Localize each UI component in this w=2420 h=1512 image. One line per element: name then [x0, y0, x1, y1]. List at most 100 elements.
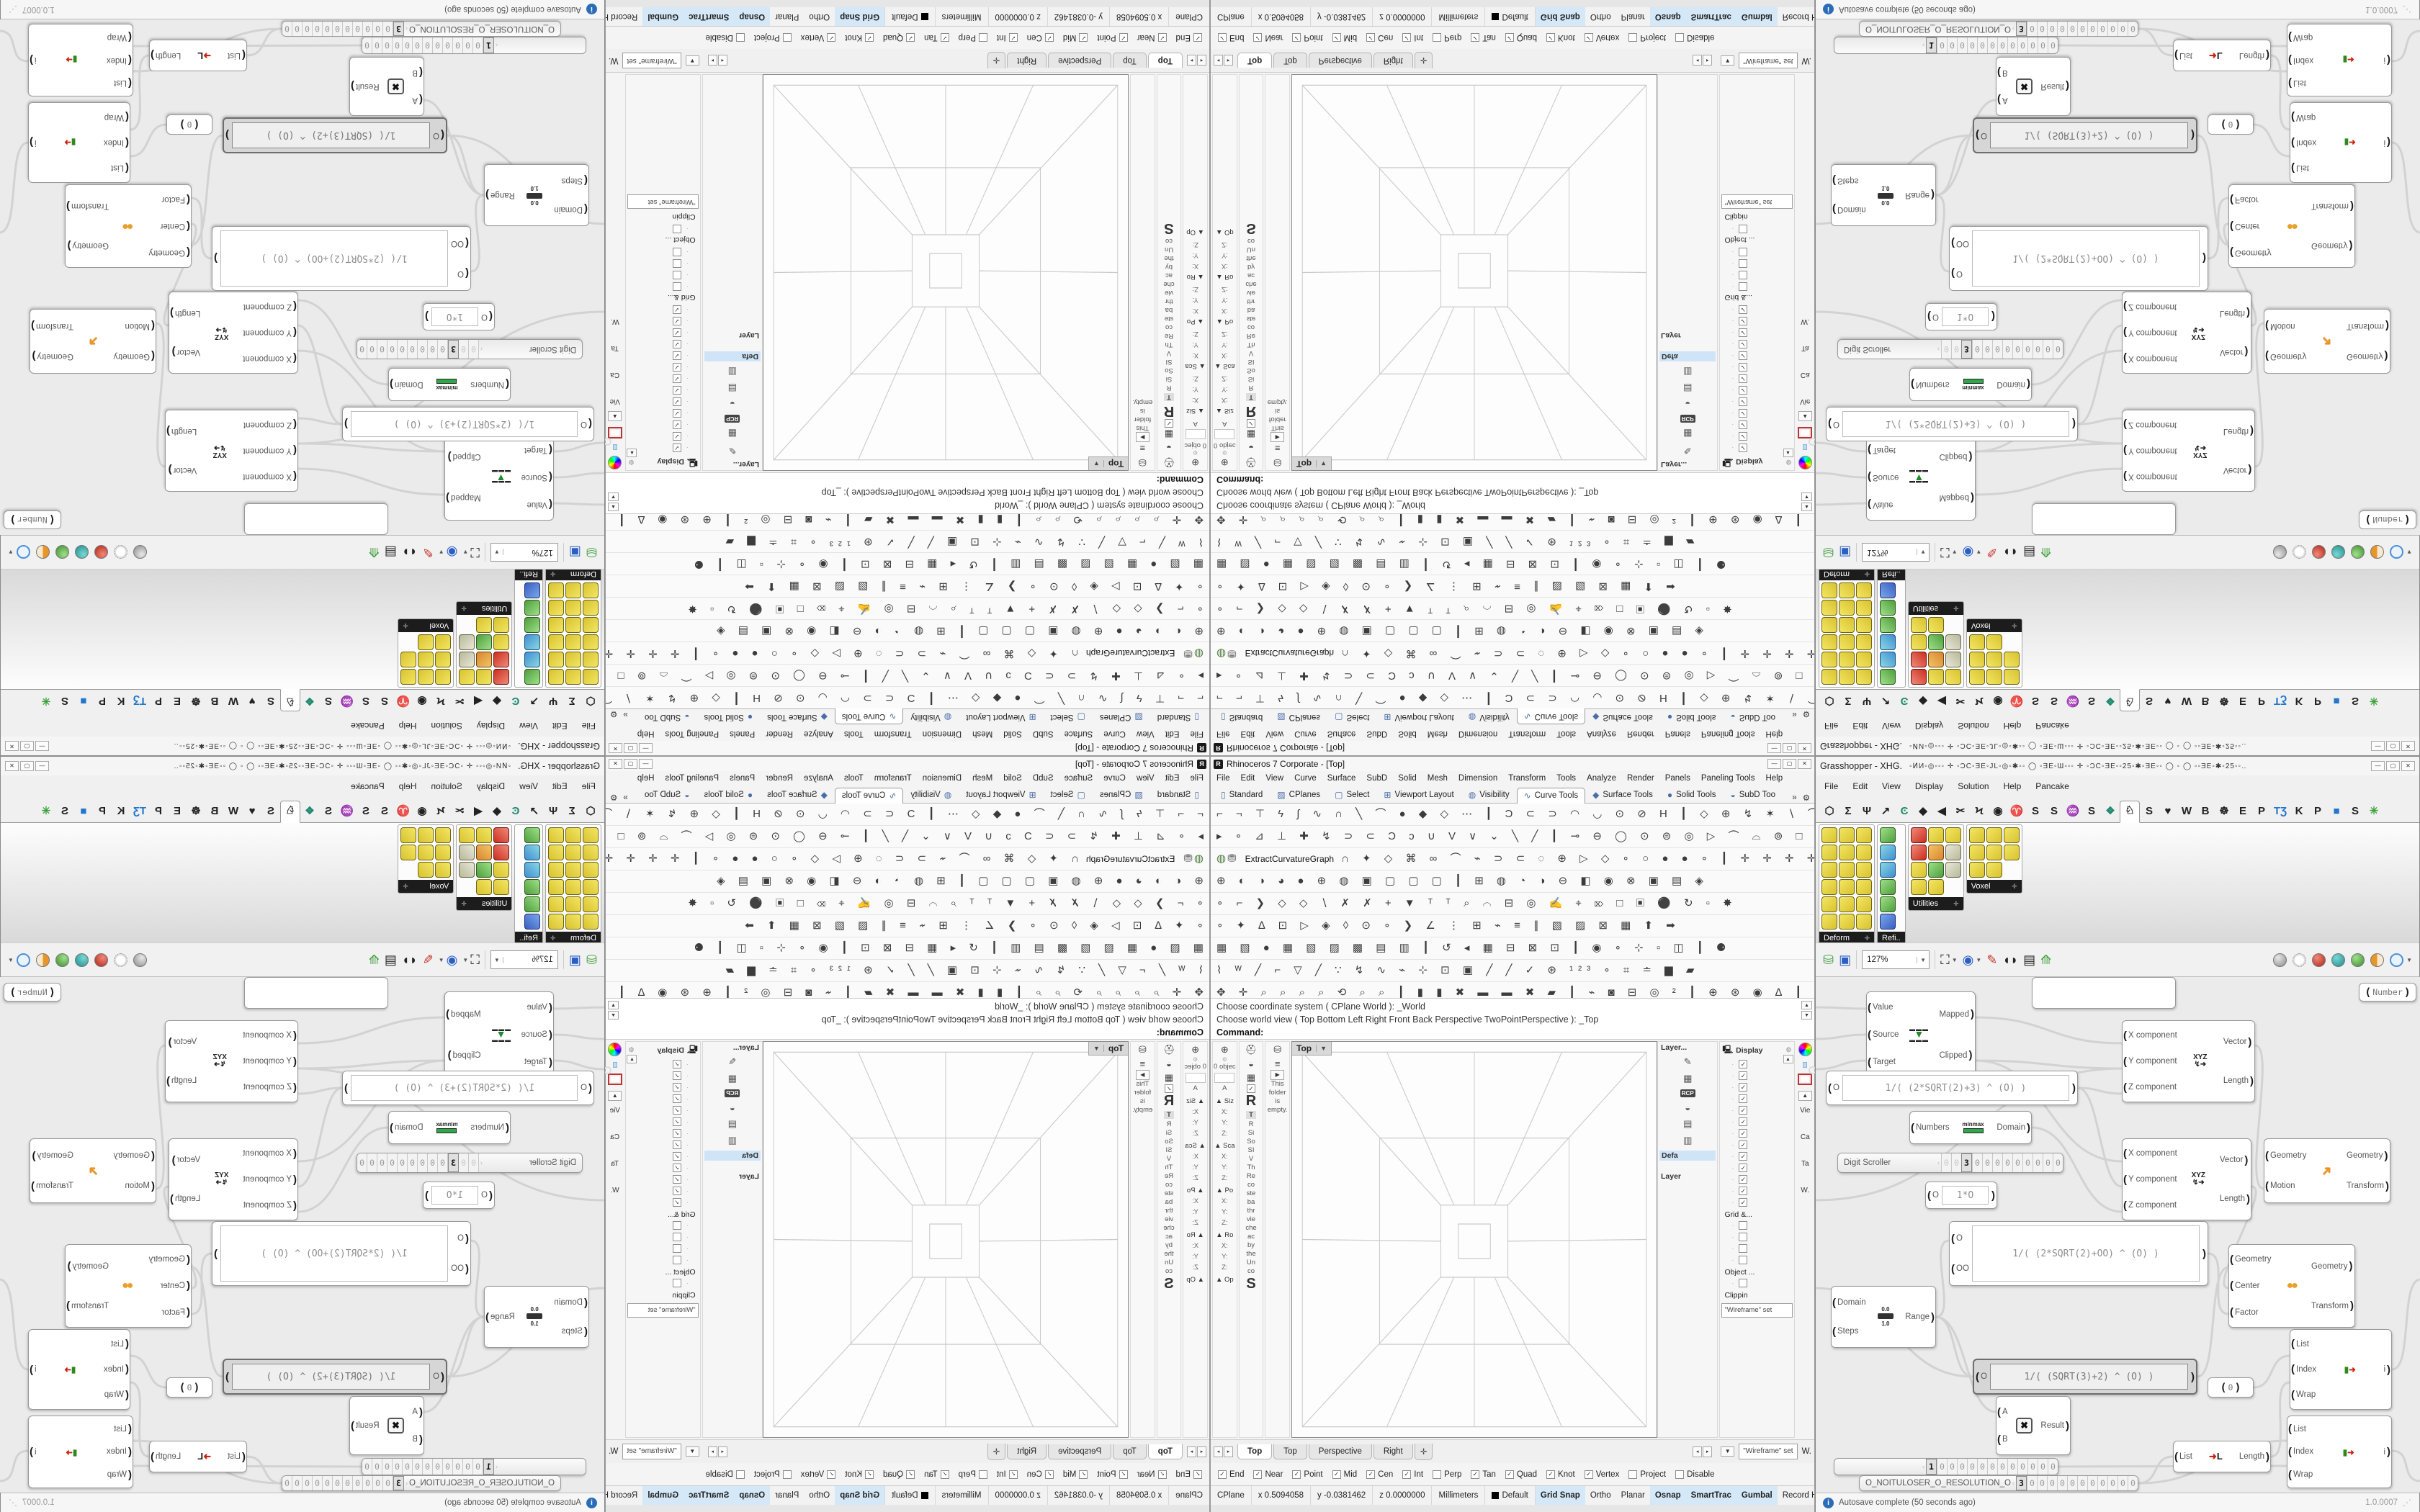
checker-icon[interactable]: ▦: [727, 428, 737, 439]
osnap-near-checkbox[interactable]: ✓: [1157, 1470, 1167, 1479]
gh-category-tab[interactable]: ☸: [2219, 695, 2229, 707]
node-panel-0[interactable]: (0): [166, 114, 212, 135]
gh-category-tab[interactable]: S: [267, 695, 275, 707]
viewport-tab-top-active[interactable]: Top: [1147, 1444, 1183, 1459]
page-icon[interactable]: ▥: [727, 1135, 737, 1146]
slider-digit[interactable]: 0: [408, 340, 418, 359]
osnap-quad-checkbox[interactable]: ✓: [1505, 1470, 1514, 1479]
osnap-tan[interactable]: ✓ Tan: [1471, 1470, 1496, 1479]
port-in-wrap[interactable]: Wrap: [2293, 32, 2313, 42]
slider-digit[interactable]: 0: [383, 22, 393, 36]
node-rotate[interactable]: (Geometry(Center(Factor ●● Geometry) Transf…: [2228, 184, 2355, 268]
palette-icon[interactable]: [1968, 862, 1985, 878]
osnap-tan-checkbox[interactable]: ✓: [940, 1470, 949, 1479]
palette-icon[interactable]: [1910, 827, 1927, 843]
node-panel-0[interactable]: (0): [2208, 114, 2254, 135]
toolbar-tab-cplanes[interactable]: ▨ CPlanes: [1277, 790, 1321, 800]
gh-category-tab[interactable]: P: [2313, 695, 2321, 707]
toolbar-tab-standard[interactable]: ▯ Standard: [1221, 790, 1263, 800]
rcp-badge[interactable]: RCP: [1680, 1089, 1695, 1097]
palette-group-label[interactable]: Voxel ✛: [398, 619, 454, 632]
display-option-checkbox[interactable]: ✓: [672, 1152, 681, 1161]
menu-panels[interactable]: Panels: [1664, 773, 1690, 783]
rhino-close-button[interactable]: ✕: [1798, 743, 1811, 753]
slider-digit[interactable]: 0: [363, 22, 373, 36]
osnap-knot[interactable]: ✓ Knot: [1546, 33, 1575, 42]
properties-field[interactable]: [1185, 429, 1206, 439]
gh-category-tab-selected[interactable]: ♘: [280, 801, 300, 823]
slider-knob-digit[interactable]: 3: [1961, 340, 1972, 359]
port-in-o[interactable]: O: [1956, 269, 1963, 278]
palette-icon[interactable]: [1927, 862, 1944, 878]
palette-icon[interactable]: [418, 652, 434, 667]
panel-collapse-button[interactable]: ▼: [685, 1446, 699, 1457]
palette-icon[interactable]: [1856, 600, 1872, 616]
slider-digit[interactable]: 0: [2007, 1459, 2017, 1475]
gh-category-tab[interactable]: E: [174, 805, 182, 817]
gh-category-tab[interactable]: ◀: [1937, 695, 1946, 707]
toolbar-icon-row[interactable]: ▦ ▧ ● ▦ ▧ ▨ ▩ ▤ ▥ ┃ ↺ ◂ ▦ ⊟ ⊠ ⊡ ┃ ◉ ∘ ⊹ …: [606, 552, 1209, 575]
viewport-tab-top[interactable]: Top: [1273, 1444, 1307, 1459]
port-out-result[interactable]: Result: [356, 1421, 380, 1430]
slider-digit[interactable]: 0: [428, 1153, 438, 1172]
node-expression-3[interactable]: (O 1/( (SQRT(3)+2) ^ (O) )): [1973, 1359, 2197, 1395]
gh-category-tab[interactable]: S: [61, 695, 69, 707]
port-out-geometry[interactable]: Geometry: [2347, 352, 2383, 361]
port-out-length[interactable]: Length: [156, 51, 182, 60]
palette-icon[interactable]: [583, 669, 599, 685]
osnap-cen-checkbox[interactable]: ✓: [1044, 1470, 1054, 1479]
display-option-checkbox[interactable]: ✓: [1739, 1164, 1748, 1172]
gh-category-tab[interactable]: P: [155, 695, 163, 707]
gh-category-tab[interactable]: Ͼ: [1900, 805, 1909, 817]
palette-group-label[interactable]: Refi..: [1878, 932, 1905, 945]
gh-category-tab[interactable]: ◆: [1919, 695, 1927, 707]
node-rotate[interactable]: (Geometry(Center(Factor ●● Geometry) Transf…: [65, 184, 192, 268]
palette-icon[interactable]: [418, 634, 434, 650]
preview-mode-teal-icon[interactable]: [2331, 545, 2346, 559]
slider-digit[interactable]: 0: [343, 22, 353, 36]
slider-digit[interactable]: 0: [2107, 22, 2118, 36]
toolbar-tab-subd-too[interactable]: ◒ SubD Too: [1730, 712, 1776, 722]
palette-icon[interactable]: [1821, 600, 1837, 616]
toolbar-tab-subd-too[interactable]: ◒ SubD Too: [644, 790, 690, 800]
port-in-geometry[interactable]: Geometry: [2235, 248, 2272, 257]
port-in-wrap[interactable]: Wrap: [2296, 1390, 2316, 1400]
gh-category-tab[interactable]: Ψ: [548, 695, 558, 707]
slider-knob-digit[interactable]: 3: [448, 1153, 459, 1172]
menu-mesh[interactable]: Mesh: [1427, 773, 1448, 783]
palette-icon[interactable]: [400, 845, 417, 860]
port-in-y-component[interactable]: Y component: [2128, 446, 2177, 455]
node-multiply[interactable]: (A(B ✖ Result): [349, 57, 424, 116]
display-option-checkbox[interactable]: ✓: [1739, 444, 1748, 452]
gh-category-tab[interactable]: ◆: [1919, 805, 1927, 817]
menu-render[interactable]: Render: [766, 773, 794, 783]
palette-icon[interactable]: [583, 845, 599, 860]
palette-icon[interactable]: [1910, 879, 1927, 895]
slider-digit[interactable]: 0: [398, 340, 408, 359]
gh-category-tab[interactable]: S: [2087, 805, 2095, 817]
display-option-checkbox[interactable]: [672, 1279, 681, 1287]
port-in-x-component[interactable]: X component: [243, 1149, 292, 1158]
slider-digit[interactable]: 0: [2037, 1476, 2047, 1490]
port-in-list[interactable]: List: [2296, 163, 2309, 173]
osnap-disable-checkbox[interactable]: [1675, 1470, 1685, 1479]
node-vector-xyz-2[interactable]: (X component(Y component(Z component XYZ ↯…: [169, 292, 298, 374]
section-header-siz[interactable]: ▲ Siz: [1215, 407, 1234, 415]
gh-category-tab-selected[interactable]: ♘: [2120, 801, 2140, 823]
slider-digit[interactable]: 0: [1977, 1459, 1987, 1475]
port-in-o[interactable]: O: [1833, 420, 1839, 428]
palette-icon[interactable]: [1880, 914, 1896, 930]
node-remap[interactable]: (Value(Source(Target ▬▬▬ ▼ ▬▬▬ Mapped) Clippe…: [444, 991, 554, 1078]
menu-view[interactable]: View: [1265, 729, 1284, 739]
gh-category-tab[interactable]: TƷ: [133, 695, 147, 707]
node-vector-xyz-2[interactable]: (X component(Y component(Z component XYZ ↯…: [2122, 292, 2251, 374]
list-icon[interactable]: ≡: [1274, 1058, 1281, 1069]
toolbar-tab-solid-tools[interactable]: ● Solid Tools: [1667, 790, 1716, 800]
display-option-checkbox[interactable]: ✓: [672, 420, 681, 429]
port-in-target[interactable]: Target: [1873, 1058, 1896, 1066]
port-in-value[interactable]: Value: [526, 1003, 547, 1012]
menu-render[interactable]: Render: [1626, 773, 1654, 783]
port-out-length[interactable]: Length: [2219, 309, 2245, 318]
slider-digit[interactable]: 0: [2128, 22, 2138, 36]
port-in-factor[interactable]: Factor: [161, 195, 185, 204]
